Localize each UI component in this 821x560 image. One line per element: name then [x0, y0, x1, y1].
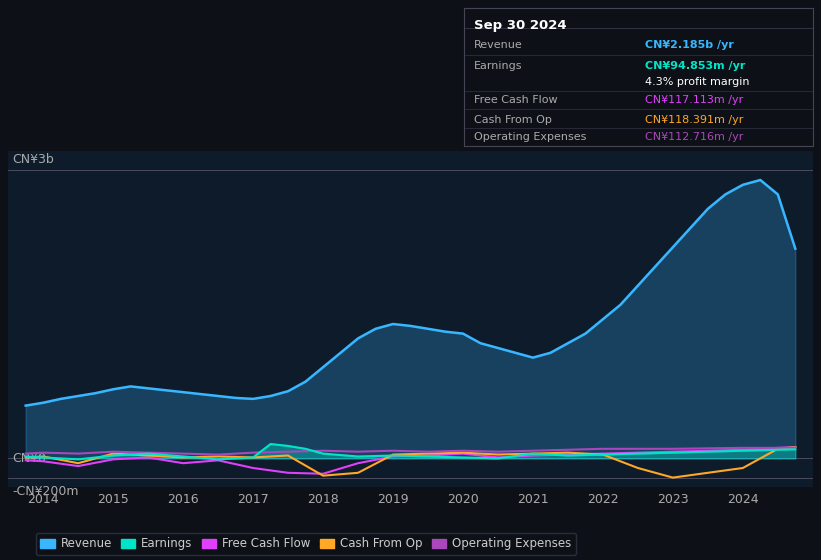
- Text: CN¥2.185b /yr: CN¥2.185b /yr: [645, 40, 734, 50]
- Legend: Revenue, Earnings, Free Cash Flow, Cash From Op, Operating Expenses: Revenue, Earnings, Free Cash Flow, Cash …: [35, 533, 576, 555]
- Text: CN¥3b: CN¥3b: [12, 153, 54, 166]
- Text: CN¥112.716m /yr: CN¥112.716m /yr: [645, 132, 744, 142]
- Text: Revenue: Revenue: [475, 40, 523, 50]
- Text: Earnings: Earnings: [475, 61, 523, 71]
- Text: CN¥117.113m /yr: CN¥117.113m /yr: [645, 95, 744, 105]
- Text: Sep 30 2024: Sep 30 2024: [475, 20, 567, 32]
- Text: Cash From Op: Cash From Op: [475, 115, 553, 124]
- Text: Operating Expenses: Operating Expenses: [475, 132, 587, 142]
- Text: CN¥94.853m /yr: CN¥94.853m /yr: [645, 61, 745, 71]
- Text: CN¥118.391m /yr: CN¥118.391m /yr: [645, 115, 744, 124]
- Text: Free Cash Flow: Free Cash Flow: [475, 95, 558, 105]
- Text: 4.3% profit margin: 4.3% profit margin: [645, 77, 750, 87]
- Text: -CN¥200m: -CN¥200m: [12, 484, 79, 497]
- Text: CN¥0: CN¥0: [12, 452, 46, 465]
